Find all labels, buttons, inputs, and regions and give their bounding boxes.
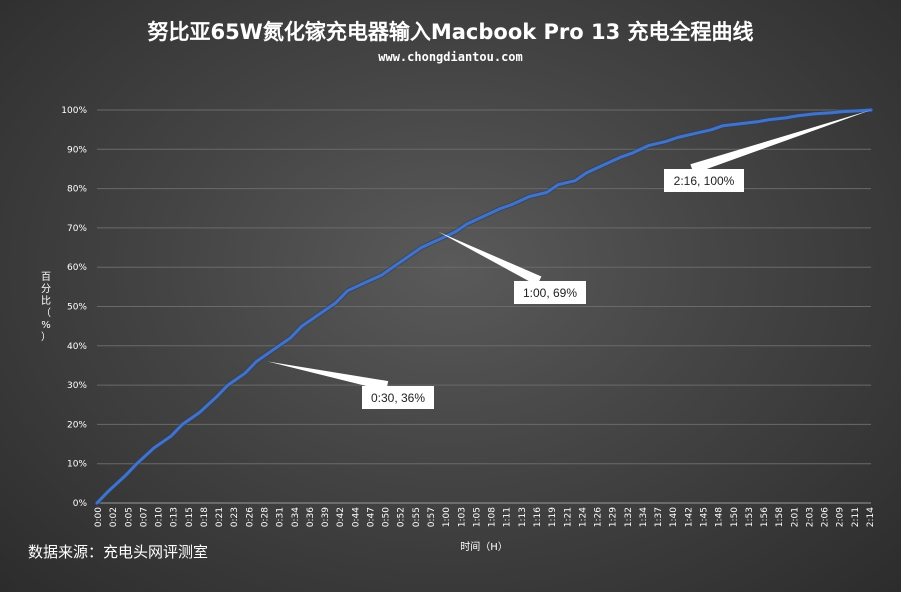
x-tick-label: 1:03 (457, 507, 467, 527)
x-tick-label: 1:56 (760, 507, 770, 527)
x-tick-label: 0:31 (276, 507, 286, 527)
x-tick-label: 1:08 (488, 507, 498, 527)
x-tick-label: 0:42 (336, 507, 346, 527)
x-tick-label: 1:29 (609, 507, 619, 527)
x-tick-label: 0:52 (397, 507, 407, 527)
x-tick-label: 2:09 (836, 507, 846, 527)
chart-title: 努比亚65W氮化镓充电器输入Macbook Pro 13 充电全程曲线 (147, 20, 754, 44)
y-tick-label: 80% (67, 185, 87, 195)
x-tick-label: 0:55 (412, 507, 422, 527)
x-tick-label: 1:45 (699, 507, 709, 527)
x-tick-label: 1:26 (594, 507, 604, 527)
x-tick-label: 0:34 (291, 507, 301, 527)
x-tick-label: 1:34 (639, 507, 649, 527)
x-tick-label: 1:48 (715, 507, 725, 527)
x-tick-label: 1:40 (669, 507, 679, 527)
x-tick-label: 1:50 (730, 507, 740, 527)
y-axis-label-char: （ (41, 307, 51, 319)
y-tick-label: 10% (67, 460, 87, 470)
y-tick-label: 100% (61, 106, 87, 116)
callout-pointer (690, 110, 871, 174)
y-tick-label: 20% (67, 420, 87, 430)
callout-box (664, 169, 744, 192)
x-tick-label: 1:11 (503, 507, 513, 527)
callout-label: 0:30, 36% (371, 391, 425, 405)
x-tick-label: 0:18 (200, 507, 210, 527)
y-tick-label: 0% (73, 499, 88, 509)
y-tick-label: 30% (67, 381, 87, 391)
callout-box (514, 281, 586, 304)
x-tick-label: 0:57 (427, 507, 437, 527)
x-tick-label: 0:28 (261, 507, 271, 527)
data-source: 数据来源：充电头网评测室 (28, 543, 209, 561)
x-tick-label: 0:07 (139, 507, 149, 527)
y-tick-label: 70% (67, 224, 87, 234)
y-tick-label: 40% (67, 342, 87, 352)
x-axis-label: 时间（H） (460, 540, 508, 553)
x-tick-label: 0:26 (245, 507, 255, 527)
x-tick-label: 0:13 (170, 507, 180, 527)
x-tick-label: 1:58 (775, 507, 785, 527)
x-tick-label: 0:23 (230, 507, 240, 527)
x-tick-label: 2:06 (821, 507, 831, 527)
y-axis-label-char: ） (41, 331, 51, 343)
y-axis-label-char: 分 (41, 283, 51, 295)
x-tick-label: 0:50 (382, 507, 392, 527)
x-tick-label: 0:47 (366, 507, 376, 527)
x-tick-label: 2:03 (805, 507, 815, 527)
x-tick-label: 1:32 (624, 507, 634, 527)
x-tick-label: 1:21 (563, 507, 573, 527)
y-tick-label: 90% (67, 145, 87, 155)
y-axis-label-char: 百 (41, 271, 51, 283)
x-tick-label: 0:44 (351, 507, 361, 527)
x-tick-label: 1:42 (684, 507, 694, 527)
callout-label: 2:16, 100% (674, 174, 735, 188)
x-tick-label: 0:21 (215, 507, 225, 527)
x-tick-label: 0:02 (109, 507, 119, 527)
chart-subtitle: www.chongdiantou.com (378, 50, 523, 64)
x-tick-label: 1:37 (654, 507, 664, 527)
callout-pointer (267, 361, 389, 391)
x-tick-label: 1:13 (518, 507, 528, 527)
x-tick-label: 1:16 (533, 507, 543, 527)
x-tick-label: 1:05 (472, 507, 482, 527)
y-tick-label: 50% (67, 303, 87, 313)
series-line (95, 108, 873, 505)
y-axis-label-char: % (41, 320, 51, 331)
x-tick-label: 2:01 (790, 507, 800, 527)
x-tick-label: 1:19 (548, 507, 558, 527)
callout-pointer (438, 231, 542, 286)
x-tick-label: 0:36 (306, 507, 316, 527)
x-tick-label: 2:14 (866, 507, 876, 527)
callout-box (362, 386, 434, 409)
x-tick-label: 0:10 (155, 507, 165, 527)
y-axis-label-char: 比 (41, 295, 51, 307)
x-tick-label: 0:15 (185, 507, 195, 527)
callout-label: 1:00, 69% (523, 286, 577, 300)
x-tick-label: 1:24 (578, 507, 588, 527)
x-tick-label: 0:39 (321, 507, 331, 527)
x-tick-label: 0:05 (124, 507, 134, 527)
x-tick-label: 0:00 (94, 507, 104, 527)
x-tick-label: 1:53 (745, 507, 755, 527)
x-tick-label: 1:00 (442, 507, 452, 527)
y-tick-label: 60% (67, 263, 87, 273)
x-tick-label: 2:11 (851, 507, 861, 527)
